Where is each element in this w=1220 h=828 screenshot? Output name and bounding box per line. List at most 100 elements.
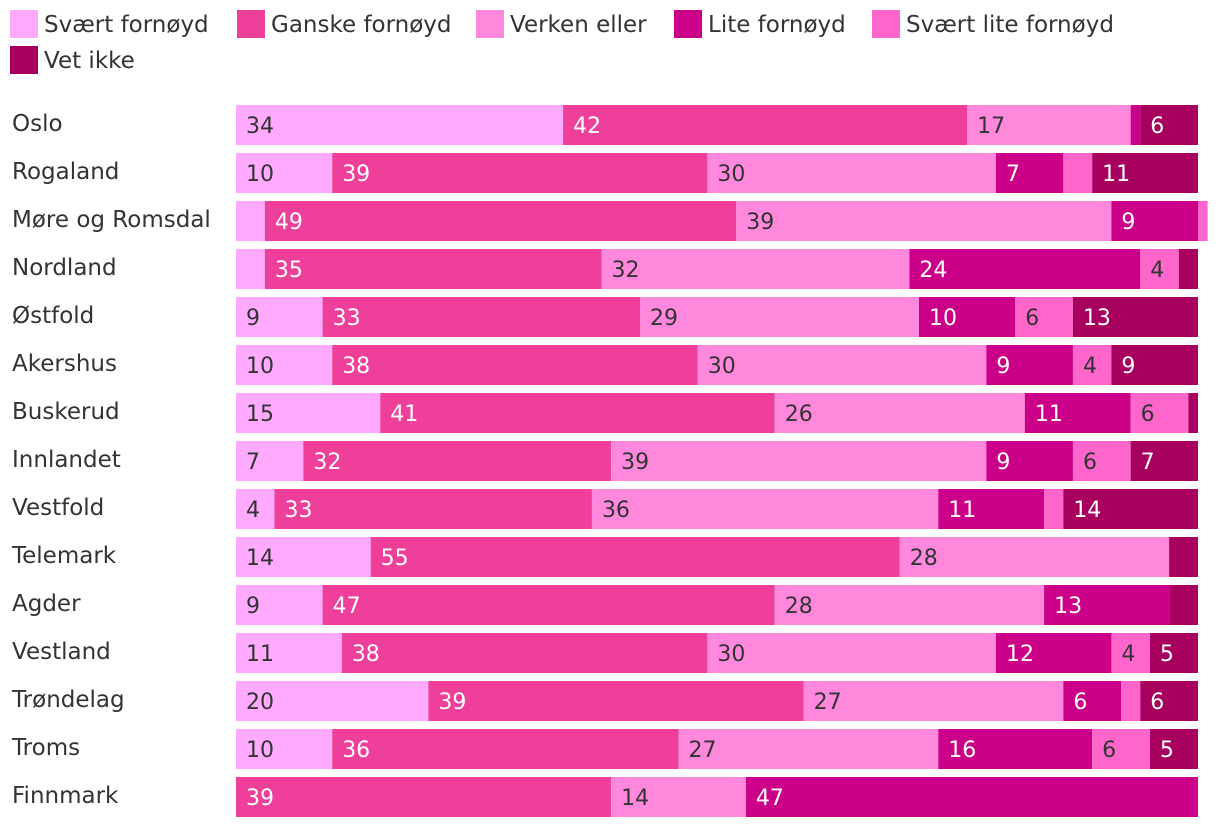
bar-segment-verken-eller xyxy=(967,105,1131,145)
bar-row-oslo: 34 42 17 6 xyxy=(236,105,1198,145)
category-label-nordland: Nordland xyxy=(12,255,117,281)
bar-segment-verken-eller xyxy=(601,249,910,289)
value-label: 38 xyxy=(342,354,370,379)
value-label: 7 xyxy=(1141,450,1155,475)
value-label: 10 xyxy=(929,306,957,331)
value-label: 30 xyxy=(708,354,736,379)
bar-segment-ganske-fornoyd xyxy=(380,393,775,433)
bar-segment-vet-ikke xyxy=(1178,249,1198,289)
category-label-finnmark: Finnmark xyxy=(12,783,119,809)
value-label: 39 xyxy=(438,690,466,715)
bar-segment-svaert-lite-fornoyd xyxy=(1015,297,1073,337)
value-label: 9 xyxy=(1121,210,1135,235)
value-label: 14 xyxy=(1073,498,1101,523)
bar-segment-lite-fornoyd xyxy=(995,153,1064,193)
bar-segment-lite-fornoyd xyxy=(919,297,1016,337)
value-label: 6 xyxy=(1083,450,1097,475)
bar-segment-vet-ikke xyxy=(1063,489,1198,529)
legend-label: Ganske fornøyd xyxy=(271,12,452,38)
category-label-vestfold: Vestfold xyxy=(12,495,104,521)
bar-segment-verken-eller xyxy=(707,153,996,193)
bar-segment-vet-ikke xyxy=(1130,441,1198,481)
value-label: 41 xyxy=(390,402,418,427)
value-label: 30 xyxy=(717,642,745,667)
bar-segment-lite-fornoyd xyxy=(909,249,1141,289)
bar-segment-ganske-fornoyd xyxy=(303,441,612,481)
value-label: 16 xyxy=(948,738,976,763)
value-label: 39 xyxy=(621,450,649,475)
legend-label: Svært fornøyd xyxy=(44,12,209,38)
bar-segment-svaert-fornoyd xyxy=(236,585,323,625)
legend-item-ganske-fornoyd: Ganske fornøyd xyxy=(237,10,452,38)
legend-swatch xyxy=(10,10,38,38)
bar-segment-lite-fornoyd xyxy=(1024,393,1131,433)
legend: Svært fornøyd Ganske fornøyd Verken eller L… xyxy=(10,10,1114,74)
legend-item-svaert-fornoyd: Svært fornøyd xyxy=(10,10,209,38)
value-label: 49 xyxy=(275,210,303,235)
bar-segment-verken-eller xyxy=(736,201,1112,241)
legend-swatch xyxy=(674,10,702,38)
value-label: 11 xyxy=(1035,402,1063,427)
value-label: 27 xyxy=(689,738,717,763)
bar-segment-svaert-fornoyd xyxy=(236,105,564,145)
bar-segment-ganske-fornoyd xyxy=(332,345,698,385)
legend-item-verken-eller: Verken eller xyxy=(476,10,647,38)
category-label-oslo: Oslo xyxy=(12,111,63,137)
bar-segment-svaert-lite-fornoyd xyxy=(1063,153,1093,193)
value-label: 9 xyxy=(246,594,260,619)
value-label: 33 xyxy=(333,306,361,331)
value-label: 36 xyxy=(602,498,630,523)
legend-swatch xyxy=(872,10,900,38)
value-label: 39 xyxy=(746,210,774,235)
value-label: 32 xyxy=(612,258,640,283)
bar-segment-vet-ikke xyxy=(1149,729,1198,769)
category-label-agder: Agder xyxy=(12,591,81,617)
bar-segment-ganske-fornoyd xyxy=(428,681,804,721)
bar-segment-verken-eller xyxy=(899,537,1170,577)
value-label: 7 xyxy=(246,450,260,475)
value-label: 13 xyxy=(1054,594,1082,619)
bar-segment-ganske-fornoyd xyxy=(563,105,968,145)
legend-label: Vet ikke xyxy=(44,48,135,74)
bar-segment-svaert-lite-fornoyd xyxy=(1044,489,1064,529)
bar-segment-vet-ikke xyxy=(1111,345,1198,385)
bar-segment-lite-fornoyd xyxy=(1044,585,1170,625)
value-label: 28 xyxy=(910,546,938,571)
bar-segment-svaert-lite-fornoyd xyxy=(1072,345,1112,385)
bar-row-more-og-romsdal: 49 39 9 xyxy=(236,201,1208,241)
category-label-rogaland: Rogaland xyxy=(12,159,119,185)
bar-segment-svaert-fornoyd xyxy=(236,345,333,385)
bar-segment-svaert-lite-fornoyd xyxy=(1198,201,1208,241)
bar-row-nordland: 35 32 24 4 xyxy=(236,249,1198,289)
bar-segment-lite-fornoyd xyxy=(938,489,1045,529)
bar-segment-ganske-fornoyd xyxy=(341,633,708,673)
bar-segment-ganske-fornoyd xyxy=(370,537,900,577)
value-label: 39 xyxy=(342,162,370,187)
bar-segment-svaert-lite-fornoyd xyxy=(1092,729,1150,769)
legend-label: Verken eller xyxy=(510,12,647,38)
value-label: 38 xyxy=(352,642,380,667)
bar-segment-verken-eller xyxy=(640,297,920,337)
value-label: 9 xyxy=(996,354,1010,379)
category-label-buskerud: Buskerud xyxy=(12,399,120,425)
legend-swatch xyxy=(476,10,504,38)
bar-segment-vet-ikke xyxy=(1092,153,1198,193)
value-label: 47 xyxy=(756,786,784,811)
value-label: 6 xyxy=(1025,306,1039,331)
bar-segment-svaert-fornoyd xyxy=(236,153,333,193)
bar-row-agder: 9 47 28 13 xyxy=(236,585,1198,625)
category-labels: Oslo Rogaland Møre og Romsdal Nordland Østfo… xyxy=(11,111,211,809)
bar-row-ostfold: 9 33 29 10 6 13 xyxy=(236,297,1198,337)
legend-item-vet-ikke: Vet ikke xyxy=(10,46,135,74)
bar-segment-svaert-lite-fornoyd xyxy=(1111,633,1150,673)
value-label: 33 xyxy=(284,498,312,523)
category-label-akershus: Akershus xyxy=(12,351,117,377)
bar-segment-verken-eller xyxy=(774,393,1025,433)
value-label: 32 xyxy=(313,450,341,475)
category-label-vestland: Vestland xyxy=(12,639,111,665)
bar-segment-svaert-fornoyd xyxy=(236,729,333,769)
value-label: 12 xyxy=(1006,642,1034,667)
value-label: 34 xyxy=(246,114,274,139)
bar-row-trondelag: 20 39 27 6 6 xyxy=(236,681,1198,721)
value-label: 11 xyxy=(1102,162,1130,187)
